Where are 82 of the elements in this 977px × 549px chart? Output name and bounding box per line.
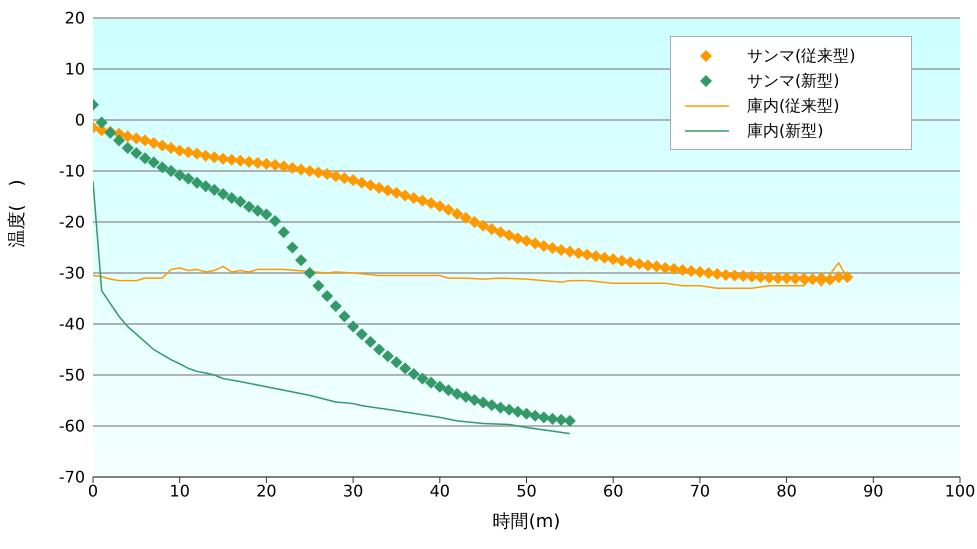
- point: [321, 290, 334, 302]
- line-series: [93, 180, 571, 434]
- x-tick-label: 100: [944, 481, 976, 500]
- point: [442, 384, 454, 396]
- point: [156, 161, 168, 174]
- x-axis-title: 時間(m): [492, 511, 560, 532]
- y-tick-label: -10: [58, 162, 85, 181]
- point: [451, 388, 464, 400]
- point: [252, 204, 264, 217]
- point: [200, 180, 212, 192]
- legend-label: 庫内(新型): [747, 120, 824, 142]
- legend-label: サンマ(新型): [747, 70, 840, 92]
- point: [564, 414, 576, 427]
- point: [494, 402, 506, 414]
- point: [382, 350, 394, 362]
- point: [364, 336, 376, 348]
- point: [304, 267, 316, 279]
- point: [330, 300, 342, 312]
- y-tick-label: -20: [58, 212, 85, 232]
- y-tick-label: -50: [58, 366, 85, 385]
- x-tick-label: 0: [88, 481, 98, 500]
- point: [130, 147, 142, 160]
- point: [546, 412, 559, 425]
- legend-label: 庫内(従来型): [747, 95, 840, 117]
- point: [191, 176, 204, 189]
- point: [555, 414, 568, 426]
- point: [538, 411, 550, 424]
- point: [122, 142, 134, 154]
- y-tick-label: 0: [74, 110, 85, 130]
- point: [520, 408, 532, 420]
- x-tick-label: 40: [430, 481, 450, 500]
- point: [486, 399, 498, 412]
- point: [347, 320, 360, 333]
- point: [425, 376, 438, 389]
- y-tick-label: 20: [64, 8, 85, 28]
- point: [243, 200, 256, 213]
- point: [503, 404, 516, 416]
- x-tick-label: 20: [256, 481, 277, 500]
- point: [260, 208, 272, 220]
- point: [286, 242, 298, 254]
- x-tick-label: 80: [776, 481, 797, 500]
- y-tick-label: 10: [64, 60, 85, 79]
- legend-label: サンマ(従来型): [747, 45, 856, 67]
- x-tick-label: 70: [690, 481, 710, 500]
- point: [390, 356, 402, 368]
- point: [477, 396, 490, 409]
- point: [174, 169, 186, 182]
- point: [165, 165, 178, 177]
- point: [338, 310, 350, 322]
- point: [217, 188, 230, 200]
- point: [182, 172, 194, 185]
- y-tick-label: -60: [58, 416, 85, 436]
- point: [512, 406, 524, 418]
- point: [208, 184, 220, 196]
- point: [529, 410, 542, 422]
- point: [295, 254, 308, 266]
- y-tick-label: -70: [58, 468, 85, 487]
- x-tick-label: 10: [170, 481, 190, 500]
- point: [269, 214, 282, 227]
- point: [278, 226, 290, 238]
- point: [434, 380, 446, 393]
- point: [226, 192, 238, 204]
- point: [113, 134, 126, 146]
- point: [416, 372, 428, 385]
- point: [460, 390, 472, 403]
- point: [408, 368, 420, 380]
- x-tick-label: 30: [342, 481, 364, 500]
- point: [234, 196, 246, 208]
- y-tick-label: -40: [58, 314, 85, 334]
- point: [96, 116, 108, 129]
- point: [399, 362, 412, 374]
- point: [468, 394, 480, 406]
- point: [312, 280, 324, 292]
- y-axis-title: 温度( ): [6, 179, 28, 248]
- point: [148, 156, 160, 168]
- x-tick-label: 50: [516, 481, 537, 500]
- x-tick-label: 90: [863, 481, 884, 500]
- x-tick-label: 60: [603, 481, 624, 500]
- point: [356, 328, 368, 340]
- point: [139, 152, 152, 164]
- y-tick-label: -30: [58, 264, 85, 283]
- point: [373, 344, 386, 356]
